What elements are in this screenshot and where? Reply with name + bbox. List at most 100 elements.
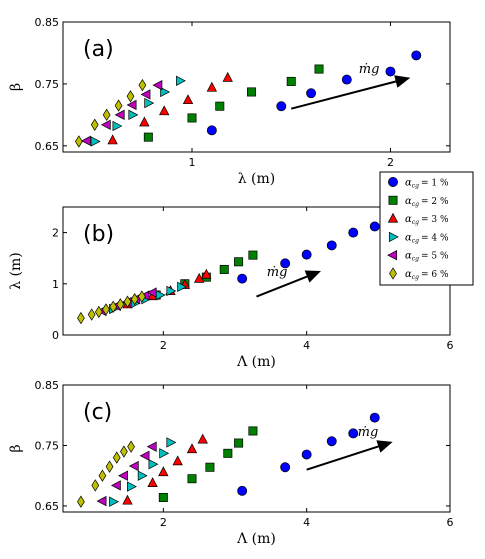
data-point: [112, 120, 123, 132]
plot-frame: [62, 384, 451, 513]
data-point: [385, 66, 396, 77]
data-point: [248, 250, 258, 260]
data-point: [166, 285, 177, 297]
x-tick-label: 4: [303, 339, 310, 352]
data-point: [306, 88, 317, 99]
data-point: [116, 298, 125, 311]
legend-entry: αcg = 6 %: [389, 267, 449, 281]
data-point: [75, 135, 83, 148]
series: [158, 426, 258, 502]
panel-b: 2 4 6 0 1 2 Λ (m) λ (m) (b) ṁg: [8, 206, 454, 370]
series: [143, 64, 324, 142]
data-point: [369, 221, 380, 232]
legend-marker: [388, 231, 399, 243]
arrow-annotation: ṁg: [359, 62, 380, 77]
data-point: [90, 118, 99, 131]
series: [206, 50, 422, 136]
data-point: [176, 75, 186, 86]
data-point: [411, 50, 422, 61]
legend-label: αcg = 4 %: [405, 232, 449, 244]
data-point: [100, 119, 111, 130]
data-point: [326, 436, 337, 447]
data-point: [152, 79, 163, 91]
legend-frame: [379, 171, 474, 286]
legend-label: αcg = 3 %: [405, 214, 449, 226]
legend-marker: [388, 195, 398, 205]
y-axis-label: β: [8, 444, 24, 452]
legend-entry: αcg = 4 %: [388, 231, 449, 244]
data-point: [187, 474, 197, 484]
data-point: [128, 109, 139, 121]
y-tick-label: 2: [52, 227, 59, 240]
data-point: [193, 272, 205, 283]
data-point: [109, 496, 119, 507]
x-tick-label: 6: [447, 339, 454, 352]
data-point: [146, 287, 157, 298]
x-tick-label: 2: [387, 156, 394, 169]
legend-entry: αcg = 5 %: [387, 250, 449, 263]
data-point: [81, 135, 91, 147]
data-point: [280, 258, 291, 269]
arrow-head: [304, 270, 321, 283]
panel-c: 2 4 6 0.65 0.75 0.85 Λ (m) β (c) ṁg: [8, 379, 454, 547]
data-point: [123, 295, 132, 308]
arrow-head: [394, 75, 411, 88]
series: [96, 441, 157, 507]
y-axis-label: β: [8, 83, 24, 91]
data-point: [94, 305, 103, 319]
data-point: [369, 412, 380, 423]
series: [109, 437, 177, 507]
data-point: [177, 281, 188, 293]
data-point: [186, 443, 198, 454]
data-point: [126, 90, 135, 103]
data-point: [301, 249, 312, 260]
data-point: [234, 257, 244, 267]
data-point: [172, 455, 183, 466]
data-point: [166, 437, 177, 448]
data-point: [120, 445, 128, 458]
data-point: [348, 428, 359, 439]
y-tick-label: 0.65: [35, 140, 60, 153]
data-point: [276, 101, 287, 112]
data-point: [137, 470, 148, 481]
data-point: [187, 113, 197, 123]
data-point: [112, 451, 121, 464]
y-tick-label: 0.75: [35, 439, 60, 452]
series: [107, 71, 233, 145]
panel-a: 1 2 0.65 0.75 0.85 λ (m) β (a) ṁg: [8, 16, 451, 187]
data-point: [146, 441, 157, 452]
data-point: [114, 99, 123, 112]
data-point: [107, 134, 118, 145]
data-point: [223, 448, 233, 458]
y-tick-label: 0.65: [35, 500, 60, 513]
legend-marker: [387, 212, 399, 223]
data-point: [91, 479, 100, 492]
data-point: [206, 81, 218, 92]
x-tick-label: 2: [160, 339, 167, 352]
legend-marker: [387, 250, 398, 261]
data-point: [87, 308, 96, 321]
legend-label: αcg = 1 %: [405, 178, 449, 190]
legend-label: αcg = 6 %: [405, 269, 449, 281]
legend-marker: [389, 267, 397, 280]
data-point: [127, 481, 137, 492]
x-tick-label: 4: [303, 516, 310, 529]
series: [81, 79, 163, 147]
data-point: [144, 97, 155, 109]
data-point: [98, 469, 107, 482]
data-point: [348, 227, 359, 238]
y-tick-label: 0.75: [35, 78, 60, 91]
series: [77, 290, 146, 325]
data-point: [248, 426, 258, 436]
data-point: [140, 89, 151, 100]
data-point: [127, 440, 135, 453]
data-point: [197, 433, 208, 444]
data-point: [102, 303, 110, 316]
plot-frame: [62, 21, 451, 153]
data-point: [102, 108, 111, 122]
data-point: [138, 78, 147, 92]
data-point: [147, 477, 158, 488]
arrow-annotation: ṁg: [267, 265, 288, 280]
legend-label: αcg = 5 %: [405, 251, 449, 263]
